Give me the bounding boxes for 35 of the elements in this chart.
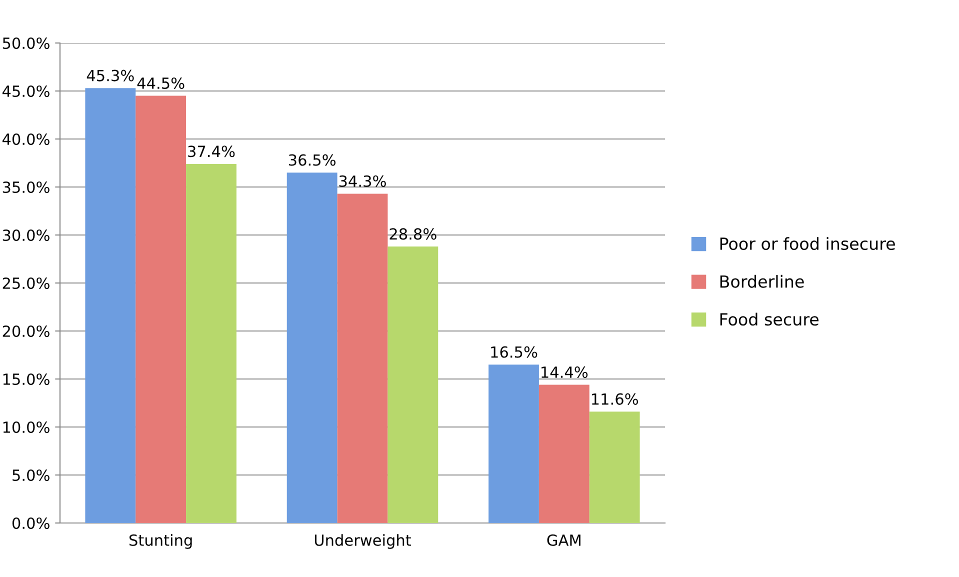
y-tick-label: 25.0% bbox=[2, 277, 50, 290]
data-label: 14.4% bbox=[542, 366, 588, 378]
y-tick-label: 50.0% bbox=[2, 37, 50, 50]
y-tick-label: 0.0% bbox=[12, 517, 50, 530]
legend-label: Poor or food insecure bbox=[720, 237, 895, 250]
x-tick-label: Stunting bbox=[130, 534, 192, 549]
x-tick-label: Underweight bbox=[314, 534, 412, 549]
y-tick-label: 35.0% bbox=[2, 181, 50, 194]
data-label: 37.4% bbox=[188, 146, 235, 158]
bar bbox=[337, 194, 388, 523]
y-tick-label: 45.0% bbox=[2, 85, 50, 98]
data-label: 28.8% bbox=[390, 228, 436, 240]
bar bbox=[388, 246, 438, 523]
legend-label: Borderline bbox=[720, 274, 804, 288]
data-label: 11.6% bbox=[592, 393, 638, 405]
y-tick-label: 5.0% bbox=[12, 469, 50, 482]
bar bbox=[85, 88, 136, 523]
bar bbox=[286, 172, 338, 523]
y-tick-label: 10.0% bbox=[3, 421, 50, 434]
data-label: 36.5% bbox=[288, 154, 336, 166]
legend-label: Food secure bbox=[720, 312, 819, 326]
bar bbox=[488, 364, 539, 523]
bar bbox=[589, 412, 640, 523]
y-tick-label: 20.0% bbox=[2, 325, 50, 338]
bar bbox=[538, 384, 590, 523]
y-tick-label: 40.0% bbox=[2, 133, 50, 146]
data-label: 16.5% bbox=[491, 346, 538, 358]
data-label: 34.3% bbox=[339, 175, 386, 187]
y-tick-label: 30.0% bbox=[2, 229, 50, 242]
bar bbox=[136, 96, 186, 523]
y-tick-label: 15.0% bbox=[3, 373, 50, 386]
bar bbox=[186, 164, 236, 523]
data-label: 45.3% bbox=[86, 70, 134, 82]
x-tick-label: GAM bbox=[547, 534, 580, 546]
data-label: 44.5% bbox=[137, 77, 184, 89]
